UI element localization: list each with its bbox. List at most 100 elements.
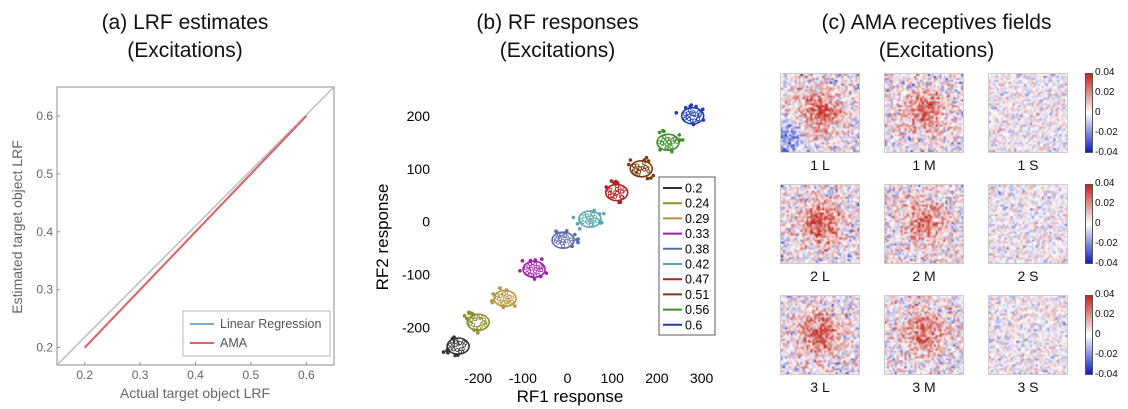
data-point: [669, 145, 674, 149]
panel-rf-responses: (b) RF responses (Excitations) -200 -100 0…: [370, 0, 745, 409]
receptive-field-label: 1 L: [810, 157, 830, 173]
data-point: [597, 212, 602, 216]
data-point: [476, 331, 480, 335]
cluster-0.51: [626, 155, 656, 181]
data-point: [618, 200, 623, 204]
data-point: [455, 348, 460, 352]
data-point: [610, 193, 615, 198]
legend-box: [182, 310, 331, 357]
series-line-ama: [83, 115, 308, 349]
legend-label-linear-regression: Linear Regression: [220, 317, 321, 331]
data-point: [512, 304, 517, 308]
data-point: [687, 108, 692, 113]
data-point: [518, 268, 522, 273]
colorbar-ticks: 0.04 0.02 0 -0.02 -0.04: [1095, 67, 1127, 158]
data-point: [477, 326, 481, 330]
data-point: [651, 173, 656, 178]
data-point: [604, 185, 608, 189]
panel-a-subtitle: (Excitations): [127, 39, 243, 62]
receptive-field-label: 2 M: [912, 268, 936, 284]
data-point: [633, 168, 638, 173]
data-point: [495, 293, 500, 298]
data-point: [568, 242, 573, 246]
x-axis-label: RF1 response: [517, 387, 624, 406]
data-point: [609, 179, 614, 183]
colorbar-tick-label: -0.02: [1095, 349, 1118, 360]
data-point: [560, 238, 565, 243]
data-point: [471, 322, 476, 327]
y-tick-label: 0.3: [36, 283, 53, 297]
colorbar-tick-label: -0.02: [1095, 238, 1118, 249]
receptive-field-label: 1 S: [1017, 157, 1039, 173]
legend: 0.20.240.290.330.38 0.420.470.510.560.6: [658, 176, 716, 336]
data-point: [646, 169, 651, 174]
data-point: [559, 232, 564, 237]
cluster-outline: [629, 159, 654, 178]
data-point: [481, 320, 486, 325]
data-point: [614, 182, 618, 186]
data-point: [491, 292, 495, 296]
data-point: [454, 340, 458, 345]
panel-ama-receptive-fields: (c) AMA receptives fields (Excitations) …: [745, 0, 1128, 409]
x-axis-label: Actual target object LRF: [120, 385, 270, 401]
data-point: [602, 211, 606, 216]
colorbar-tick-label: -0.04: [1095, 369, 1118, 380]
y-tick-label: -200: [402, 320, 430, 336]
data-point: [588, 222, 593, 227]
data-point: [554, 229, 558, 234]
data-point: [467, 310, 471, 315]
data-point: [569, 237, 573, 242]
colorbar-tick-label: 0.04: [1095, 67, 1115, 78]
rf-response-plot: -200 -100 0 100 200 300 -200 -100 0 100 200 RF1 r…: [373, 103, 716, 406]
data-point: [628, 158, 633, 162]
data-point: [622, 187, 627, 192]
data-point: [680, 138, 685, 142]
colorbar-tick-label: 0: [1095, 107, 1101, 118]
data-point: [575, 221, 580, 226]
legend-label-0.2: 0.2: [685, 182, 702, 196]
data-point: [674, 111, 679, 115]
x-tick-label: 200: [645, 370, 669, 386]
data-point: [675, 139, 679, 144]
data-point: [532, 277, 537, 281]
colorbar-tick-label: 0.02: [1095, 198, 1115, 209]
data-point: [661, 128, 665, 133]
receptive-field-2-l: [780, 184, 860, 264]
legend-label-0.56: 0.56: [685, 303, 709, 317]
colorbar-tick-label: 0.04: [1095, 289, 1115, 300]
y-tick-label: 0.5: [36, 167, 53, 181]
data-point: [701, 107, 705, 112]
colorbar-tick-label: -0.04: [1095, 258, 1118, 269]
cluster-0.2: [441, 335, 470, 358]
data-point: [626, 162, 631, 167]
data-point: [599, 220, 604, 225]
data-point: [510, 295, 515, 300]
data-point: [646, 159, 651, 163]
receptive-field-2-s: [988, 184, 1068, 264]
x-tick-label: 300: [690, 370, 714, 386]
data-point: [448, 346, 453, 351]
data-point: [660, 141, 664, 146]
data-point: [657, 130, 662, 135]
data-point: [658, 148, 662, 152]
data-point: [645, 176, 650, 181]
data-point: [642, 167, 647, 172]
data-point: [453, 353, 457, 358]
data-point: [483, 323, 488, 328]
y-tick-label: 0.2: [36, 341, 53, 355]
data-point: [677, 133, 682, 137]
data-point: [554, 237, 559, 242]
receptive-field-label: 2 L: [810, 268, 830, 284]
colorbar-tick-label: 0.04: [1095, 178, 1115, 189]
colorbar: [1085, 73, 1093, 153]
colorbar-tick-label: 0.02: [1095, 309, 1115, 320]
y-tick-label: 0: [422, 214, 430, 230]
legend-label-0.33: 0.33: [685, 227, 709, 241]
lrf-plot: 0.2 0.3 0.4 0.5 0.6 0.2 0.3 0.4 0.5 0.6 Actual t…: [9, 86, 335, 401]
data-point: [664, 142, 669, 147]
data-point: [464, 316, 469, 321]
colorbar-ticks: 0.04 0.02 0 -0.02 -0.04: [1095, 178, 1127, 269]
panel-b-title: (b) RF responses: [476, 11, 639, 34]
data-point: [619, 195, 624, 200]
data-point: [507, 294, 512, 299]
